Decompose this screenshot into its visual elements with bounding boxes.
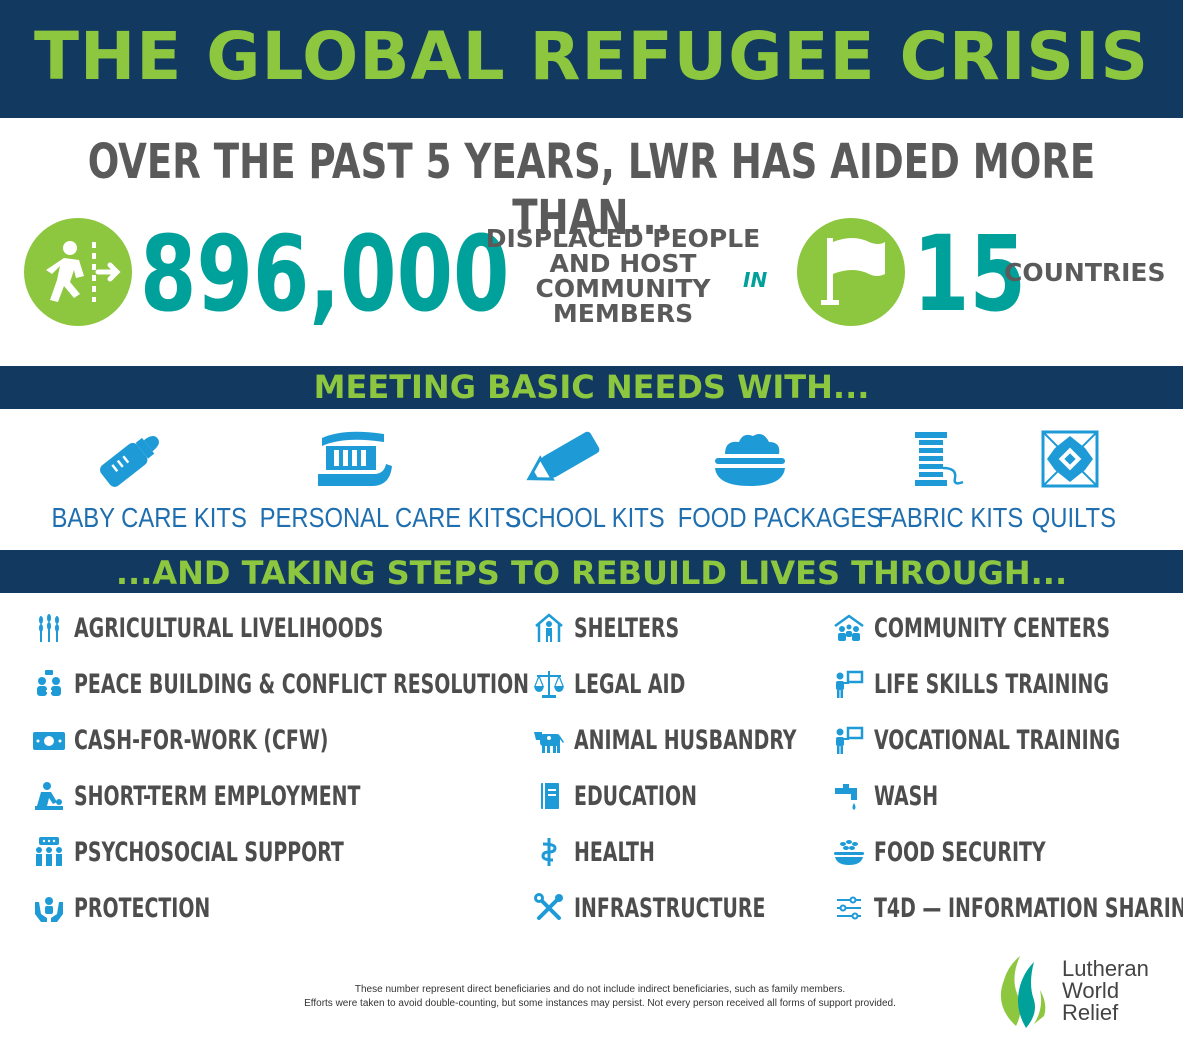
program-label: PROTECTION [74, 892, 211, 924]
kit-fabric: FABRIC KITS [868, 424, 1024, 534]
program-item: AGRICULTURAL LIVELIHOODS [32, 610, 470, 646]
title-banner [0, 0, 1183, 118]
footnote-line: Efforts were taken to avoid double-count… [304, 998, 896, 1009]
basic-needs-heading: MEETING BASIC NEEDS WITH... [313, 368, 870, 406]
flame-logo-icon [1000, 956, 1046, 1028]
program-label: SHORT-TERM EMPLOYMENT [74, 780, 361, 812]
water-tap-icon [832, 779, 866, 813]
program-item: PEACE BUILDING & CONFLICT RESOLUTION [32, 666, 657, 702]
page-title: THE GLOBAL REFUGEE CRISIS [33, 18, 1150, 95]
people-label-line: MEMBERS [552, 299, 694, 328]
cash-icon [32, 723, 66, 757]
cow-icon [532, 723, 566, 757]
page-subtitle: OVER THE PAST 5 YEARS, LWR HAS AIDED MOR… [87, 134, 1096, 246]
kit-baby-care: BABY CARE KITS [38, 424, 247, 534]
people-label-line: DISPLACED PEOPLE [485, 224, 761, 253]
logo-line: World [1062, 978, 1120, 1003]
kit-food-packages: FOOD PACKAGES [665, 424, 883, 534]
program-label: FOOD SECURITY [874, 836, 1046, 868]
program-item: ANIMAL HUSBANDRY [532, 722, 859, 758]
program-label: COMMUNITY CENTERS [874, 612, 1111, 644]
program-item: T4D — INFORMATION SHARING [832, 890, 1183, 926]
grain-bowl-icon [832, 835, 866, 869]
hands-person-icon [32, 891, 66, 925]
program-label: AGRICULTURAL LIVELIHOODS [74, 612, 384, 644]
footnote: These number represent direct beneficiar… [230, 983, 970, 1011]
presenter-icon [832, 723, 866, 757]
worker-icon [32, 779, 66, 813]
people-description: DISPLACED PEOPLE AND HOST COMMUNITY MEMB… [478, 226, 768, 326]
thread-spool-icon [915, 432, 964, 486]
kit-label: QUILTS [1031, 502, 1116, 533]
footnote-line: These number represent direct beneficiar… [354, 984, 846, 995]
program-item: PSYCHOSOCIAL SUPPORT [32, 834, 420, 870]
logo-wordmark: Lutheran World Relief [1062, 958, 1149, 1024]
program-label: VOCATIONAL TRAINING [874, 724, 1121, 756]
presenter-icon [832, 667, 866, 701]
logo-line: Lutheran [1062, 956, 1149, 981]
program-item: SHORT-TERM EMPLOYMENT [32, 778, 441, 814]
community-house-icon [832, 611, 866, 645]
sliders-icon [832, 891, 866, 925]
program-label: SHELTERS [574, 612, 680, 644]
program-item: HEALTH [532, 834, 678, 870]
program-item: SHELTERS [532, 610, 709, 646]
program-label: ANIMAL HUSBANDRY [574, 724, 797, 756]
rebuild-heading: ...AND TAKING STEPS TO REBUILD LIVES THR… [115, 554, 1068, 592]
kit-school: SCHOOL KITS [495, 424, 665, 534]
program-item: PROTECTION [32, 890, 249, 926]
scales-icon [532, 667, 566, 701]
countries-label: COUNTRIES [1004, 258, 1166, 287]
displaced-person-icon [24, 218, 132, 326]
program-item: WASH [832, 778, 956, 814]
pencil-icon [526, 431, 600, 481]
program-label: WASH [874, 780, 939, 812]
program-label: PSYCHOSOCIAL SUPPORT [74, 836, 344, 868]
countries-count: 15 [913, 213, 1026, 335]
program-label: LIFE SKILLS TRAINING [874, 668, 1109, 700]
program-item: COMMUNITY CENTERS [832, 610, 1177, 646]
flag-icon [797, 218, 905, 326]
caduceus-icon [532, 835, 566, 869]
program-label: PEACE BUILDING & CONFLICT RESOLUTION [74, 668, 530, 700]
logo-line: Relief [1062, 1000, 1119, 1025]
kit-label: BABY CARE KITS [51, 502, 247, 533]
program-label: T4D — INFORMATION SHARING [874, 892, 1183, 924]
program-label: EDUCATION [574, 780, 697, 812]
program-item: LEGAL AID [532, 666, 717, 702]
program-item: EDUCATION [532, 778, 732, 814]
quilt-icon [1041, 430, 1099, 488]
program-item: FOOD SECURITY [832, 834, 1094, 870]
people-count: 896,000 [140, 213, 510, 335]
rebuild-banner [0, 550, 1183, 593]
kit-label: FOOD PACKAGES [677, 502, 883, 533]
program-label: INFRASTRUCTURE [574, 892, 766, 924]
program-label: HEALTH [574, 836, 655, 868]
kit-label: PERSONAL CARE KITS [259, 502, 521, 533]
basic-needs-banner [0, 366, 1183, 409]
food-bowl-icon [715, 434, 785, 486]
program-label: LEGAL AID [574, 668, 686, 700]
group-support-icon [32, 835, 66, 869]
people-label-line: COMMUNITY [535, 274, 711, 303]
toothpaste-icon [318, 431, 392, 486]
lwr-logo [990, 950, 1160, 1030]
in-connector: IN [743, 268, 768, 292]
tools-icon [532, 891, 566, 925]
kit-quilts: QUILTS [1025, 424, 1116, 534]
program-item: VOCATIONAL TRAINING [832, 722, 1183, 758]
people-dialogue-icon [32, 667, 66, 701]
program-item: CASH-FOR-WORK (CFW) [32, 722, 400, 758]
baby-bottle-icon [100, 436, 159, 487]
program-label: CASH-FOR-WORK (CFW) [74, 724, 329, 756]
book-icon [532, 779, 566, 813]
people-label-line: AND HOST [549, 249, 697, 278]
kit-label: SCHOOL KITS [505, 502, 665, 533]
kit-label: FABRIC KITS [877, 502, 1024, 533]
wheat-icon [32, 611, 66, 645]
shelter-icon [532, 611, 566, 645]
kit-personal-care: PERSONAL CARE KITS [243, 424, 521, 534]
program-item: LIFE SKILLS TRAINING [832, 666, 1175, 702]
program-item: INFRASTRUCTURE [532, 890, 819, 926]
